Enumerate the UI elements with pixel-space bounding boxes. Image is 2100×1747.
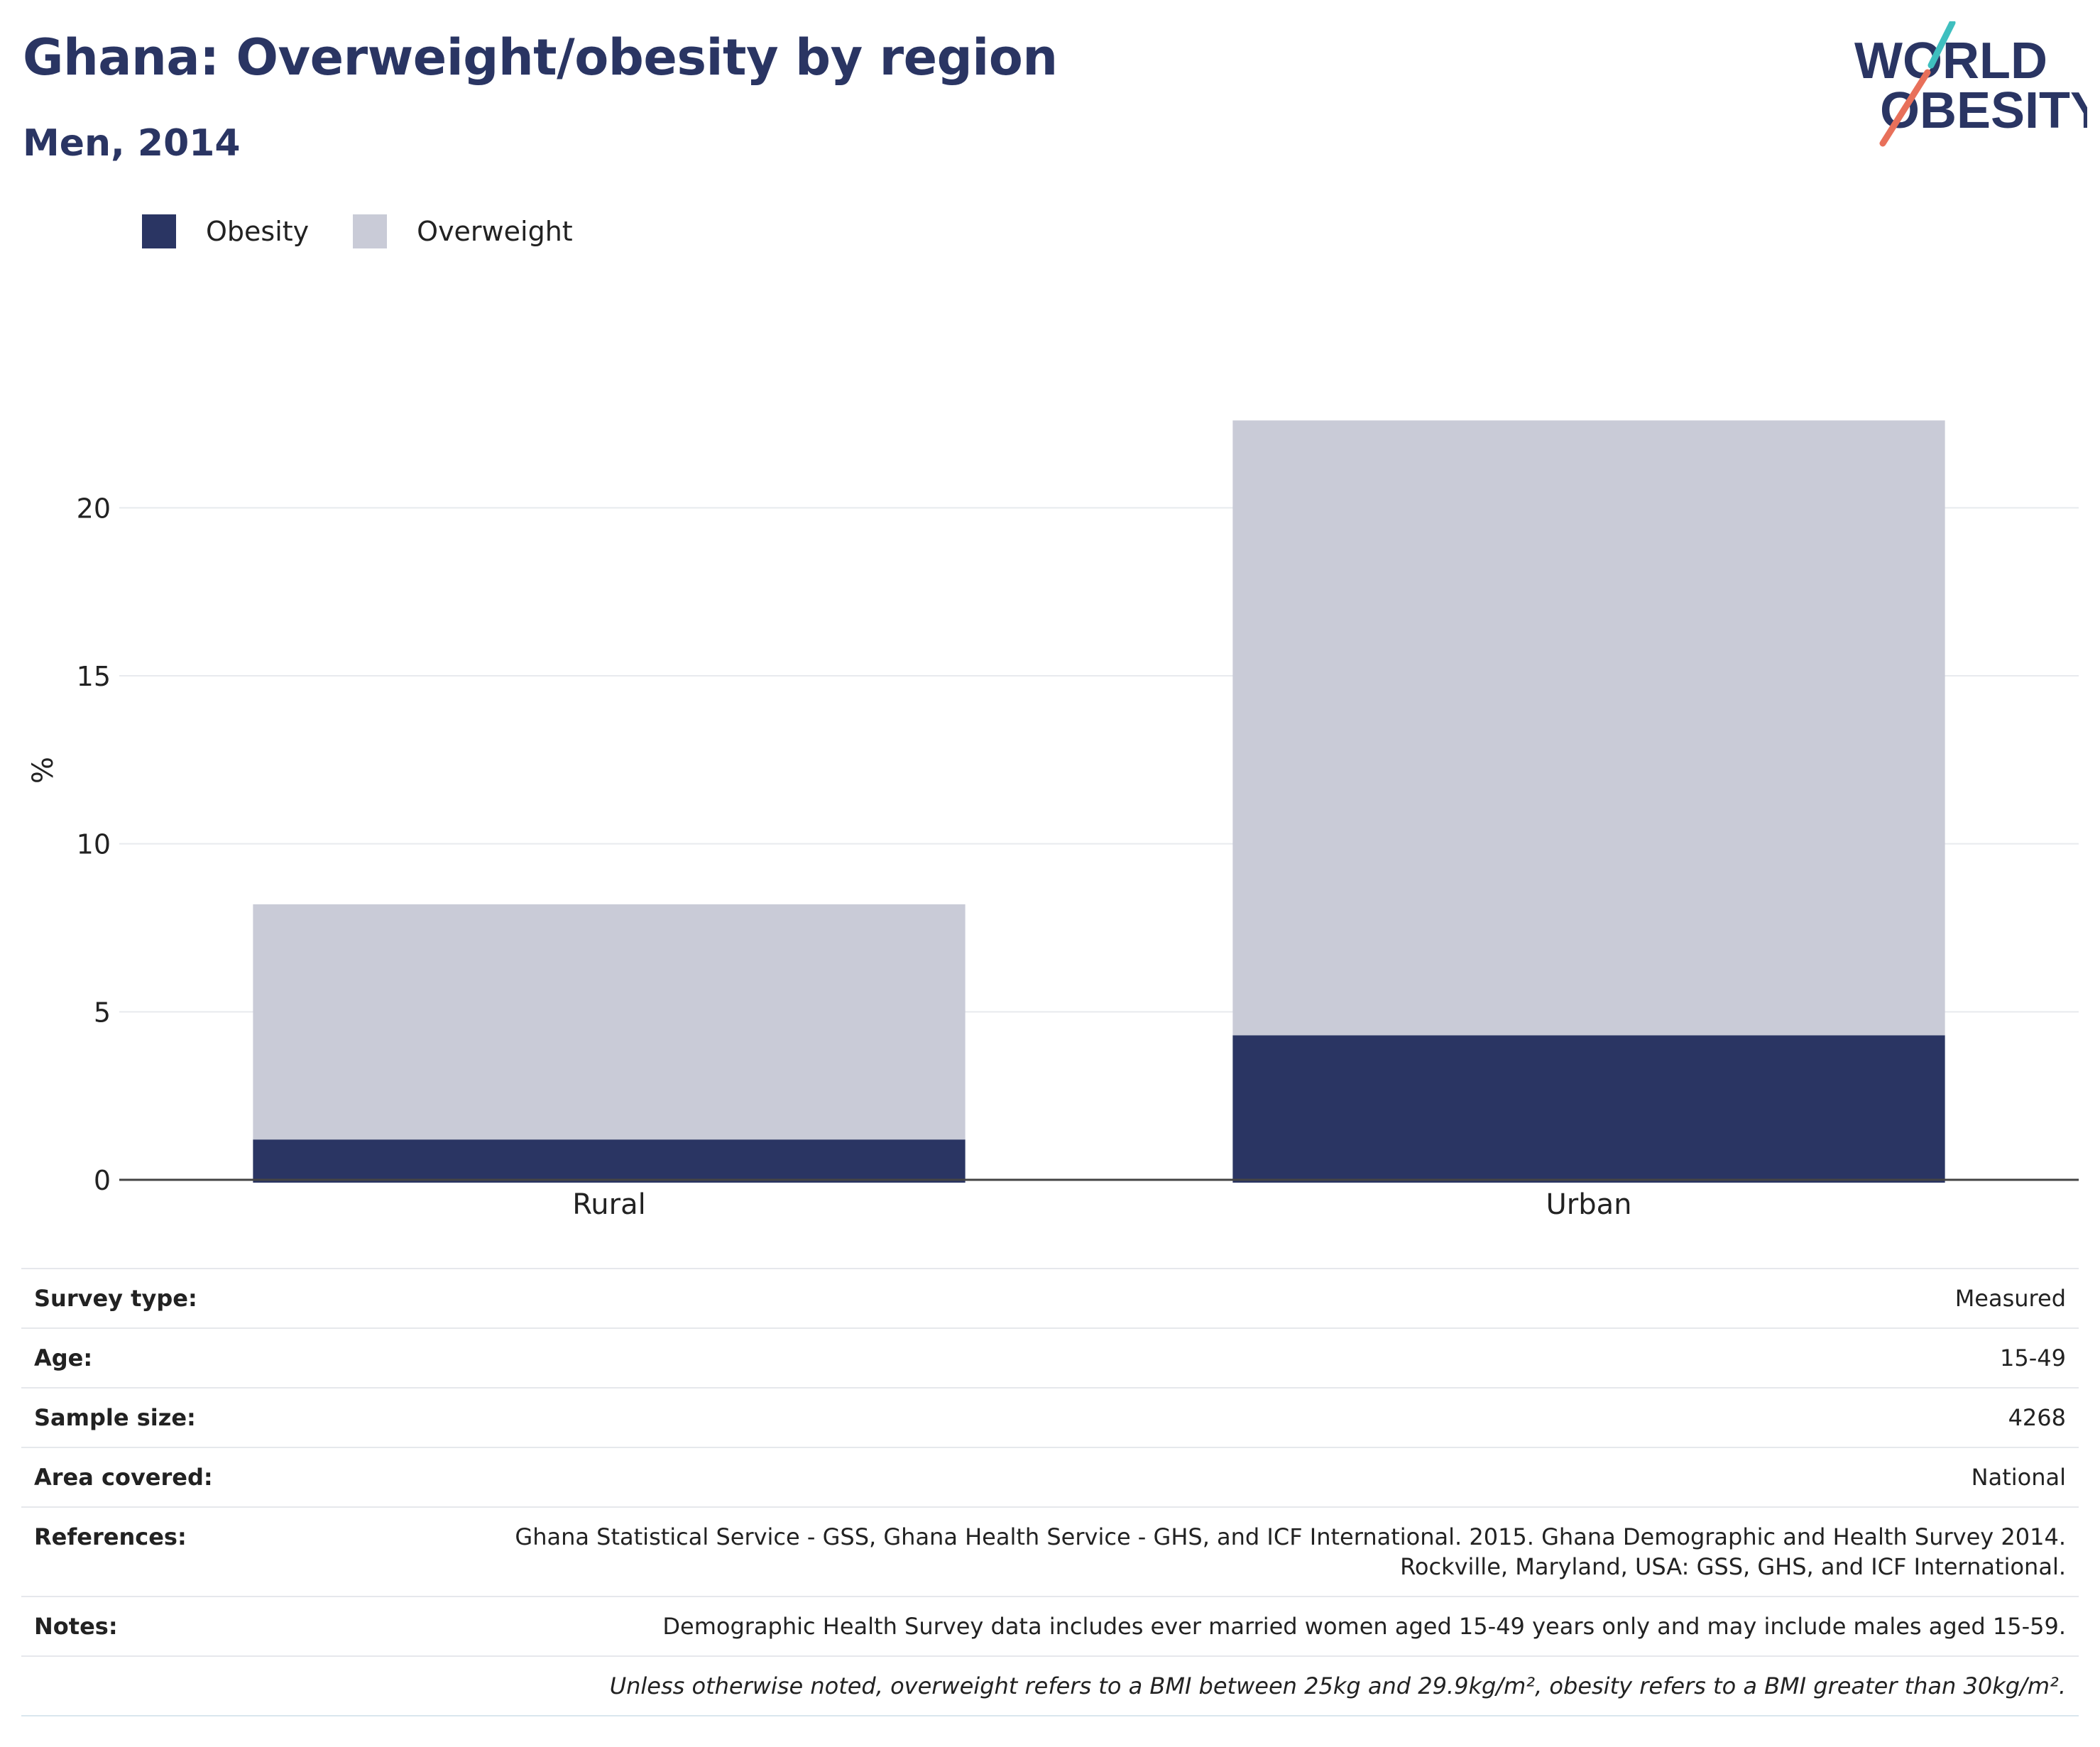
info-label-sample-size: Sample size: [34, 1404, 196, 1431]
y-tick-label-15: 15 [77, 661, 111, 692]
info-value-references: Ghana Statistical Service - GSS, Ghana H… [416, 1507, 2079, 1597]
stacked-bar-chart: 0 5 10 15 20% Rural Urban [27, 420, 2079, 1221]
y-tick-label-10: 10 [77, 829, 111, 860]
legend-label-overweight: Overweight [417, 216, 573, 247]
bar-rural-overweight [253, 904, 966, 1140]
info-row-survey-type: Survey type: Measured [21, 1269, 2079, 1328]
info-label-survey-type: Survey type: [34, 1285, 197, 1312]
legend-item-obesity[interactable]: Obesity [142, 214, 309, 248]
logo-line1: WORLD [1854, 33, 2047, 89]
info-row-area-covered: Area covered: National [21, 1447, 2079, 1507]
info-row-references: References: Ghana Statistical Service - … [21, 1507, 2079, 1597]
info-value-age: 15-49 [2000, 1345, 2066, 1371]
info-label-age: Age: [34, 1345, 93, 1371]
world-obesity-logo: WORLD OBESITY [1854, 21, 2087, 147]
y-tick-label-0: 0 [94, 1165, 111, 1196]
reference-line-2: Rockville, Maryland, USA: GSS, GHS, and … [1400, 1553, 2066, 1580]
info-label-area-covered: Area covered: [34, 1464, 213, 1491]
y-tick-label-20: 20 [77, 493, 111, 524]
logo-slash-top [1927, 21, 1956, 69]
logo-slash-bottom [1879, 69, 1931, 147]
x-tick-label-urban: Urban [1546, 1188, 1632, 1221]
info-row-sample-size: Sample size: 4268 [21, 1388, 2079, 1447]
info-value-sample-size: 4268 [2008, 1404, 2066, 1431]
info-row-notes: Notes: Demographic Health Survey data in… [21, 1597, 2079, 1656]
info-value-area-covered: National [1971, 1464, 2066, 1491]
y-axis-label: % [27, 757, 60, 784]
info-value-notes: Demographic Health Survey data includes … [662, 1613, 2066, 1640]
info-row-definition: Unless otherwise noted, overweight refer… [21, 1656, 2079, 1716]
bar-urban-obesity [1232, 1035, 1945, 1183]
legend-swatch-obesity [142, 214, 176, 248]
chart-legend: Obesity Overweight [142, 210, 617, 253]
definition-note: Unless otherwise noted, overweight refer… [609, 1672, 2066, 1699]
y-tick-label-5: 5 [94, 997, 111, 1028]
bar-urban-overweight [1232, 420, 1945, 1036]
chart-title: Ghana: Overweight/obesity by region [23, 28, 1058, 87]
bar-rural-obesity [253, 1139, 966, 1183]
legend-label-obesity: Obesity [206, 216, 310, 247]
reference-line-1: Ghana Statistical Service - GSS, Ghana H… [515, 1523, 2066, 1550]
survey-info-table: Survey type: Measured Age: 15-49 Sample … [21, 1268, 2079, 1716]
legend-item-overweight[interactable]: Overweight [353, 214, 573, 248]
chart-subtitle: Men, 2014 [23, 122, 241, 165]
info-value-survey-type: Measured [1954, 1285, 2066, 1312]
legend-swatch-overweight [353, 214, 388, 248]
x-tick-label-rural: Rural [572, 1188, 645, 1221]
info-label-notes: Notes: [34, 1613, 118, 1640]
info-label-references: References: [34, 1523, 187, 1550]
info-row-age: Age: 15-49 [21, 1328, 2079, 1388]
